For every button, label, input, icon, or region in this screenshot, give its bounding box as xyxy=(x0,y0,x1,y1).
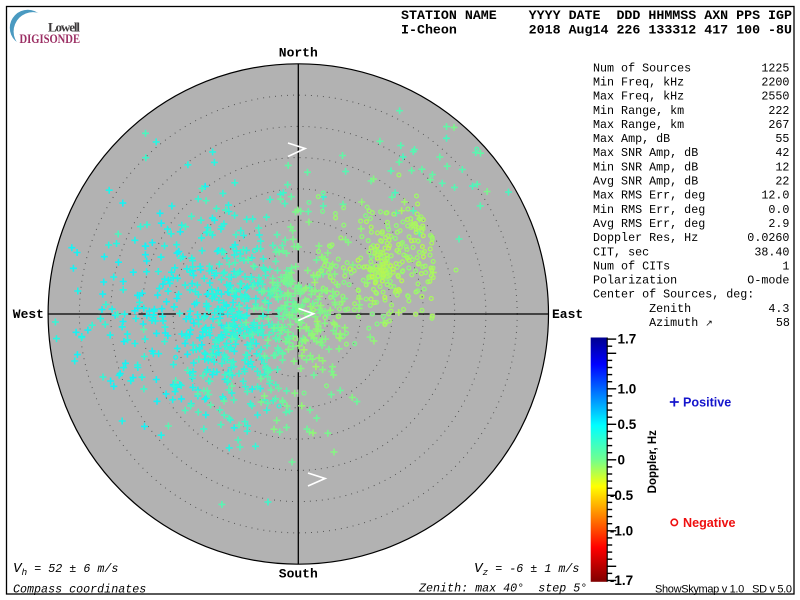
svg-text:Lowell: Lowell xyxy=(48,19,80,34)
svg-text:Max RMS Err, deg 12.0: Max RMS Err, deg 12.0 xyxy=(593,189,789,203)
svg-text:Vh = 52 ± 6 m/s: Vh = 52 ± 6 m/s xyxy=(13,561,118,578)
svg-text:East: East xyxy=(552,307,583,322)
svg-text:1.7: 1.7 xyxy=(618,332,637,347)
svg-text:0: 0 xyxy=(618,452,626,467)
svg-text:North: North xyxy=(279,46,318,61)
svg-text:DIGISONDE: DIGISONDE xyxy=(20,31,81,46)
svg-text:Avg SNR Amp, dB 22: Avg SNR Amp, dB 22 xyxy=(593,175,789,189)
svg-text:Min SNR Amp, dB 12: Min SNR Amp, dB 12 xyxy=(593,160,789,174)
svg-text:Doppler, Hz: Doppler, Hz xyxy=(647,430,659,494)
svg-text:-1.0: -1.0 xyxy=(610,523,633,538)
svg-text:Polarization O-mode: Polarization O-mode xyxy=(593,274,789,288)
svg-text:Zenith: max 40° step 5°: Zenith: max 40° step 5° xyxy=(418,582,587,596)
svg-text:Min Freq, kHz 2200: Min Freq, kHz 2200 xyxy=(593,75,789,89)
svg-text:Azimuth ↗ 58: Azimuth ↗ 58 xyxy=(593,316,790,330)
svg-text:Num of Sources 1225: Num of Sources 1225 xyxy=(593,61,789,75)
svg-text:Max Freq, kHz 2550: Max Freq, kHz 2550 xyxy=(593,90,789,104)
svg-text:Num of CITs 1: Num of CITs 1 xyxy=(593,259,789,273)
svg-text:-1.7: -1.7 xyxy=(610,573,633,588)
svg-text:I-Cheon 2018 Aug14 226: I-Cheon 2018 Aug14 226 133312 417 100 -8… xyxy=(401,23,792,38)
svg-text:South: South xyxy=(279,567,318,582)
svg-text:Negative: Negative xyxy=(683,516,736,530)
svg-text:Center of Sources, deg:: Center of Sources, deg: xyxy=(593,288,754,302)
svg-text:ShowSkymap v 1.0 SD v 5.0: ShowSkymap v 1.0 SD v 5.0 xyxy=(655,584,792,596)
svg-text:West: West xyxy=(13,307,44,322)
svg-text:CIT, sec 38.40: CIT, sec 38.40 xyxy=(593,245,789,259)
svg-text:Vz = -6 ± 1 m/s: Vz = -6 ± 1 m/s xyxy=(474,561,579,578)
svg-text:Min Range, km 222: Min Range, km 222 xyxy=(593,104,789,118)
svg-text:1.0: 1.0 xyxy=(618,381,637,396)
svg-text:Avg RMS Err, deg 2.9: Avg RMS Err, deg 2.9 xyxy=(593,217,789,231)
svg-text:Max Amp, dB 55: Max Amp, dB 55 xyxy=(593,132,789,146)
svg-text:-0.5: -0.5 xyxy=(610,488,634,503)
svg-text:Max Range, km 267: Max Range, km 267 xyxy=(593,118,789,132)
svg-text:0.5: 0.5 xyxy=(618,417,637,432)
svg-text:Doppler Res, Hz 0.0260: Doppler Res, Hz 0.0260 xyxy=(593,231,789,245)
svg-text:Positive: Positive xyxy=(683,396,731,410)
svg-text:STATION NAME YYYY DATE DDD: STATION NAME YYYY DATE DDD HHMMSS AXN PP… xyxy=(401,8,792,23)
svg-text:Min RMS Err, deg 0.0: Min RMS Err, deg 0.0 xyxy=(593,203,789,217)
svg-text:Zenith 4.3: Zenith 4.3 xyxy=(593,302,789,316)
svg-text:Max SNR Amp, dB 42: Max SNR Amp, dB 42 xyxy=(593,146,789,160)
svg-text:Compass coordinates: Compass coordinates xyxy=(13,583,146,597)
